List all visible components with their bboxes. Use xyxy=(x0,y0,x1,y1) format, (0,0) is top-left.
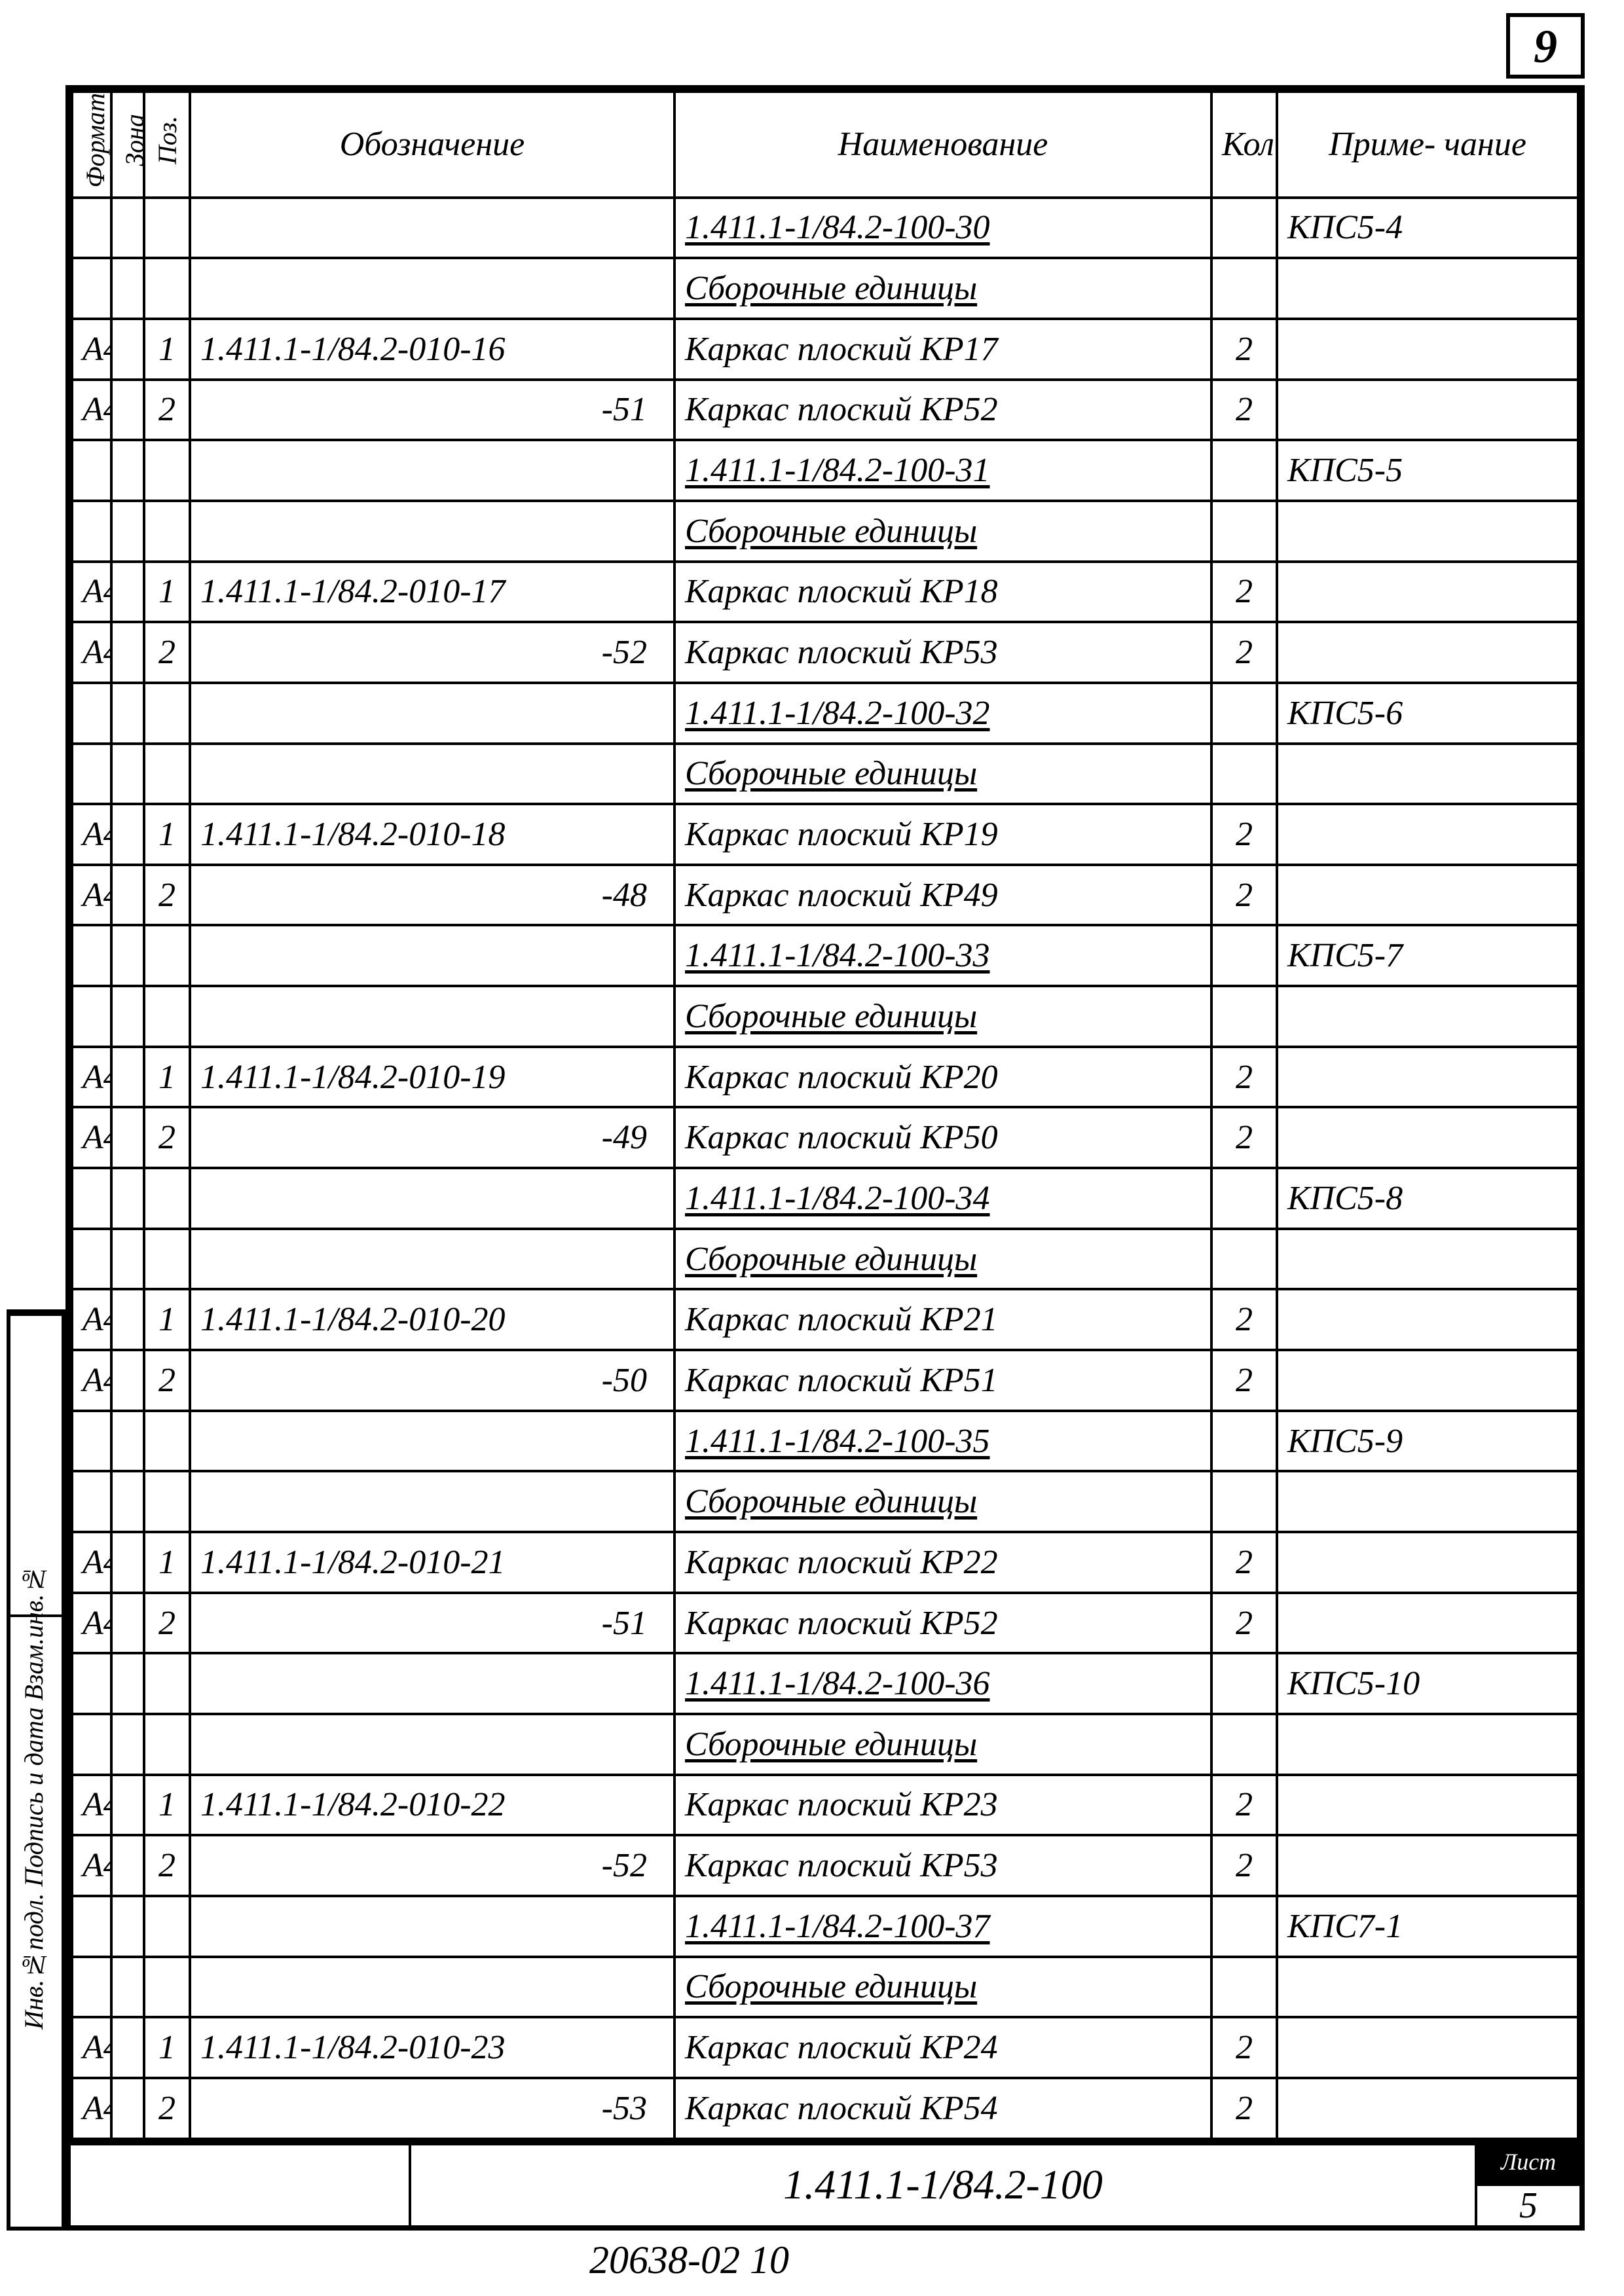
table-row: А411.411.1-1/84.2-010-18Каркас плоский К… xyxy=(72,804,1578,865)
table-row: 1.411.1-1/84.2-100-37КПС7-1 xyxy=(72,1896,1578,1957)
title-block: 1.411.1-1/84.2-100 Лист 5 xyxy=(65,2145,1585,2231)
table-row: А42-51Каркас плоский КР522 xyxy=(72,1593,1578,1654)
page-number: 9 xyxy=(1506,13,1585,79)
hdr-note: Приме- чание xyxy=(1277,92,1578,198)
header-row: Формат Зона Поз. Обозначение Наименовани… xyxy=(72,92,1578,198)
table-row: 1.411.1-1/84.2-100-30КПС5-4 xyxy=(72,198,1578,259)
table-row: А411.411.1-1/84.2-010-22Каркас плоский К… xyxy=(72,1775,1578,1836)
table-row: Сборочные единицы xyxy=(72,744,1578,805)
table-row: А42-52Каркас плоский КР532 xyxy=(72,622,1578,683)
table-row: Сборочные единицы xyxy=(72,1471,1578,1532)
hdr-pos: Поз. xyxy=(155,116,181,164)
doc-code: 1.411.1-1/84.2-100 xyxy=(411,2145,1475,2225)
table-row: А42-48Каркас плоский КР492 xyxy=(72,865,1578,926)
hdr-name: Наименование xyxy=(674,92,1211,198)
table-row: А411.411.1-1/84.2-010-19Каркас плоский К… xyxy=(72,1047,1578,1108)
sheet-num: 5 xyxy=(1477,2186,1579,2225)
table-row: Сборочные единицы xyxy=(72,1957,1578,2018)
table-row: А42-50Каркас плоский КР512 xyxy=(72,1350,1578,1411)
side-text: Инв.№подл. Подпись и дата Взам.инв.№ xyxy=(18,1342,49,2030)
hdr-zone: Зона xyxy=(122,114,144,166)
table-row: 1.411.1-1/84.2-100-32КПС5-6 xyxy=(72,683,1578,744)
table-row: 1.411.1-1/84.2-100-35КПС5-9 xyxy=(72,1411,1578,1472)
table-row: 1.411.1-1/84.2-100-36КПС5-10 xyxy=(72,1653,1578,1714)
table-row: А42-53Каркас плоский КР542 xyxy=(72,2078,1578,2139)
table-row: 1.411.1-1/84.2-100-33КПС5-7 xyxy=(72,925,1578,986)
table-row: Сборочные единицы xyxy=(72,1229,1578,1290)
table-row: 1.411.1-1/84.2-100-34КПС5-8 xyxy=(72,1168,1578,1229)
table-row: А42-52Каркас плоский КР532 xyxy=(72,1835,1578,1896)
table-row: 1.411.1-1/84.2-100-31КПС5-5 xyxy=(72,440,1578,501)
table-row: А411.411.1-1/84.2-010-20Каркас плоский К… xyxy=(72,1289,1578,1350)
table-row: А411.411.1-1/84.2-010-16Каркас плоский К… xyxy=(72,319,1578,380)
table-row: А42-51Каркас плоский КР522 xyxy=(72,380,1578,441)
spec-frame: Формат Зона Поз. Обозначение Наименовани… xyxy=(65,85,1585,2145)
table-row: А411.411.1-1/84.2-010-17Каркас плоский К… xyxy=(72,562,1578,623)
title-block-left xyxy=(71,2145,411,2225)
sheet-label: Лист xyxy=(1477,2145,1579,2186)
table-row: А411.411.1-1/84.2-010-21Каркас плоский К… xyxy=(72,1532,1578,1593)
table-row: Сборочные единицы xyxy=(72,501,1578,562)
bottom-code: 20638-02 10 xyxy=(589,2238,789,2283)
specification-table: Формат Зона Поз. Обозначение Наименовани… xyxy=(71,90,1579,2140)
hdr-designation: Обозначение xyxy=(190,92,674,198)
table-row: Сборочные единицы xyxy=(72,258,1578,319)
table-row: А411.411.1-1/84.2-010-23Каркас плоский К… xyxy=(72,2017,1578,2078)
table-row: Сборочные единицы xyxy=(72,1714,1578,1775)
table-row: Сборочные единицы xyxy=(72,986,1578,1047)
hdr-qty: Кол. xyxy=(1211,92,1277,198)
table-row: А42-49Каркас плоский КР502 xyxy=(72,1107,1578,1168)
hdr-format: Формат xyxy=(83,93,109,188)
